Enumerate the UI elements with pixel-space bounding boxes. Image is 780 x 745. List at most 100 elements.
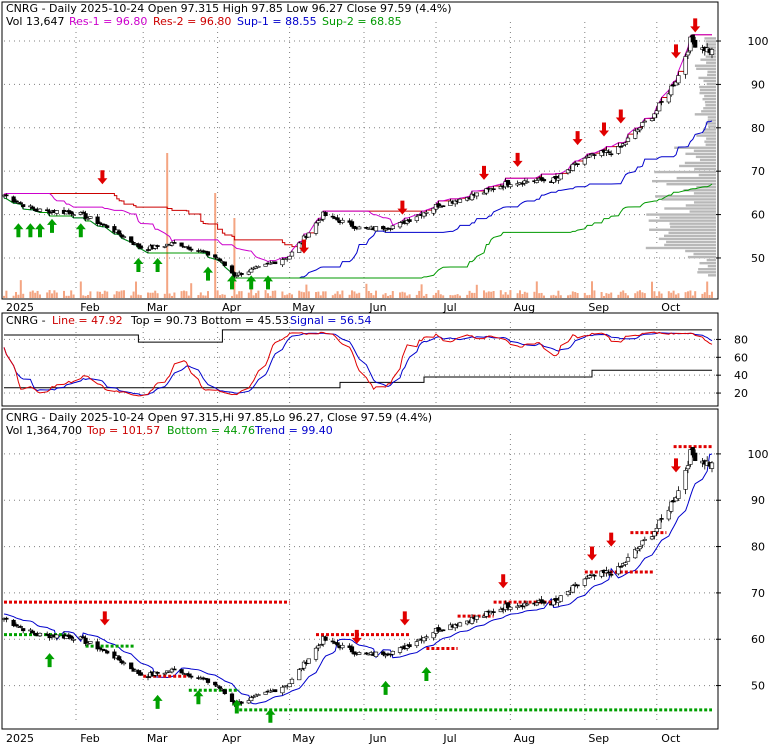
candle-body	[117, 656, 122, 661]
candle-body	[97, 647, 103, 650]
volume-bar	[391, 291, 394, 298]
volume-profile-bar	[706, 61, 716, 64]
volume-bar	[89, 291, 92, 298]
volume-bar	[459, 295, 461, 298]
candle-body	[625, 557, 631, 562]
volume-profile-bar	[645, 246, 716, 250]
volume-bar	[36, 290, 39, 298]
y-tick-label: 70	[751, 587, 765, 600]
candle-body	[186, 246, 191, 250]
volume-bar	[651, 281, 653, 298]
candle-body	[407, 644, 412, 648]
volume-bar	[334, 293, 337, 298]
candle-body	[229, 265, 235, 274]
volume-bar	[5, 290, 8, 298]
volume-bars	[3, 153, 713, 298]
candle-body	[217, 686, 223, 689]
volume-profile-bar	[669, 222, 716, 225]
volume-bar	[509, 290, 512, 298]
candle-body	[253, 694, 259, 697]
volume-bar	[269, 295, 272, 298]
candle-body	[539, 177, 544, 181]
volume-bar	[451, 295, 454, 298]
volume-bar	[214, 193, 217, 298]
volume-bar	[636, 291, 639, 298]
volume-bar	[485, 292, 488, 298]
volume-bar	[156, 293, 159, 298]
candle-body	[481, 192, 487, 195]
candle-body	[623, 142, 628, 145]
candle-body	[441, 629, 446, 632]
y-tick-label: 40	[734, 369, 748, 382]
volume-bar	[610, 292, 613, 298]
buy-arrow	[193, 690, 204, 705]
candle-body	[599, 150, 604, 156]
buy-arrow	[35, 223, 45, 238]
candle-body	[508, 606, 513, 610]
candle-body	[306, 232, 311, 238]
panel2-bottom-label: Bottom = 45.53	[201, 314, 289, 327]
candle-body	[558, 173, 563, 180]
candle-body	[297, 669, 302, 681]
buy-arrow	[152, 694, 163, 709]
candle-body	[217, 258, 223, 262]
candle-body	[289, 251, 295, 257]
volume-profile-bar	[707, 70, 716, 74]
volume-profile-bar	[664, 243, 716, 247]
volume-bar	[300, 291, 303, 298]
x-tick-label: Sep	[588, 732, 609, 745]
candle-body	[95, 216, 100, 225]
volume-profile-bar	[699, 91, 716, 95]
volume-bar	[552, 294, 555, 298]
volume-bar	[543, 295, 545, 298]
volume-profile-bar	[670, 225, 716, 228]
volume-bar	[418, 290, 421, 298]
buy-arrow	[203, 266, 213, 281]
candle-body	[205, 678, 211, 683]
volume-bar	[624, 293, 627, 298]
candle-body	[669, 85, 674, 96]
candle-body	[273, 261, 278, 265]
volume-bar	[471, 292, 473, 298]
candle-body	[606, 571, 611, 574]
candle-body	[633, 549, 638, 559]
volume-bar	[163, 293, 166, 298]
panel1-frame	[1, 1, 719, 300]
buy-arrow	[421, 667, 432, 682]
volume-bar	[660, 293, 663, 298]
volume-bar	[593, 290, 596, 298]
volume-bar	[154, 290, 157, 298]
panel3-frame	[1, 408, 719, 730]
volume-bar	[586, 295, 589, 298]
candle-body	[508, 184, 513, 188]
volume-profile-bar	[705, 143, 716, 146]
sell-arrow	[599, 122, 609, 137]
volume-bar	[185, 291, 188, 298]
candle-body	[414, 641, 419, 647]
volume-profile-bar	[661, 198, 716, 201]
sell-arrow	[99, 611, 110, 626]
candle-body	[289, 678, 295, 684]
volume-bar	[29, 291, 32, 298]
candle-body	[690, 447, 695, 456]
y-tick-label: 80	[734, 333, 748, 346]
volume-profile-bar	[679, 164, 716, 168]
candle-body	[102, 649, 107, 652]
volume-bar	[199, 292, 202, 298]
volume-bar	[46, 292, 49, 298]
x-tick-label: May	[292, 301, 315, 314]
volume-bar	[173, 292, 176, 298]
candle-body	[253, 266, 259, 269]
candle-body	[54, 634, 59, 639]
candle-body	[263, 691, 268, 695]
candle-body	[553, 598, 559, 602]
candle-body	[498, 186, 503, 190]
candle-body	[117, 230, 122, 235]
volume-bar	[166, 153, 169, 298]
candle-body	[155, 245, 160, 247]
panel2-axis: 20 40 60 80	[716, 333, 748, 400]
candle-body	[232, 272, 237, 277]
candle-body	[424, 211, 429, 214]
candle-body	[436, 627, 441, 632]
volume-bar	[187, 295, 190, 298]
